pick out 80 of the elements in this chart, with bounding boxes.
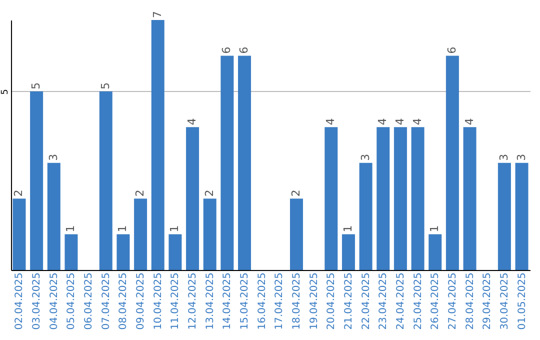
data-label: 2 — [289, 190, 302, 197]
x-tick-label: 23.04.2025 — [378, 272, 390, 330]
data-label: 2 — [202, 190, 216, 197]
x-tick-label: 04.04.2025 — [48, 272, 60, 330]
bar — [411, 127, 424, 270]
bar — [186, 127, 200, 270]
bar — [394, 127, 407, 270]
bar — [12, 198, 26, 270]
bar — [238, 56, 252, 270]
data-label: 4 — [324, 118, 338, 126]
x-tick-label: 19.04.2025 — [308, 272, 320, 330]
data-label: 2 — [134, 190, 147, 197]
x-tick-label: 03.04.2025 — [32, 272, 43, 330]
data-label: 1 — [341, 225, 354, 232]
data-label: 6 — [238, 46, 251, 54]
bar — [220, 56, 234, 270]
x-tick-label: 12.04.2025 — [188, 272, 199, 330]
bar — [47, 162, 60, 270]
x-tick-label: 18.04.2025 — [291, 272, 302, 330]
bar — [342, 234, 355, 270]
bar — [446, 56, 459, 270]
x-tick-label: 11.04.2025 — [170, 272, 182, 330]
x-tick-label: 22.04.2025 — [360, 272, 372, 330]
data-label: 1 — [428, 225, 442, 232]
bar — [428, 234, 442, 270]
x-tick-label: 09.04.2025 — [136, 272, 147, 330]
x-tick-label: 08.04.2025 — [118, 272, 130, 330]
data-label: 3 — [46, 154, 60, 161]
data-label: 3 — [497, 154, 510, 161]
bar — [116, 234, 130, 270]
data-label: 5 — [98, 82, 112, 90]
data-label: 4 — [393, 118, 406, 126]
x-tick-label: 25.04.2025 — [412, 272, 424, 330]
bar — [151, 20, 164, 270]
data-label: 1 — [168, 225, 182, 232]
x-tick-label: 01.05.2025 — [516, 272, 528, 330]
x-tick-label: 29.04.2025 — [482, 272, 494, 330]
data-label: 1 — [116, 225, 130, 232]
x-tick-label: 13.04.2025 — [204, 272, 216, 330]
data-label: 4 — [376, 118, 390, 126]
bar — [324, 127, 338, 270]
data-label: 1 — [64, 225, 78, 232]
x-tick-label: 14.04.2025 — [222, 272, 234, 330]
bar — [64, 234, 78, 270]
bar — [290, 198, 303, 270]
x-tick-label: 10.04.2025 — [152, 272, 164, 330]
data-label: 3 — [514, 154, 528, 161]
bar — [515, 162, 528, 270]
data-label: 3 — [358, 154, 372, 161]
bar — [168, 234, 182, 270]
data-label: 7 — [150, 11, 164, 18]
bar — [99, 91, 112, 270]
bar — [376, 127, 390, 270]
bar — [203, 198, 216, 270]
x-tick-label: 26.04.2025 — [430, 272, 442, 330]
x-tick-label: 02.04.2025 — [14, 272, 26, 330]
x-tick-label: 28.04.2025 — [464, 272, 476, 330]
x-tick-label: 30.04.2025 — [499, 272, 510, 330]
bar — [463, 127, 476, 270]
x-tick-label: 06.04.2025 — [84, 272, 95, 330]
x-tick-label: 05.04.2025 — [66, 272, 78, 330]
bar — [134, 198, 148, 270]
x-tick-label: 24.04.2025 — [395, 272, 406, 330]
bar — [498, 162, 511, 270]
bar — [359, 162, 372, 270]
x-tick-label: 21.04.2025 — [343, 272, 354, 330]
data-label: 4 — [410, 118, 424, 126]
data-label: 6 — [445, 46, 458, 54]
x-tick-label: 17.04.2025 — [274, 272, 286, 330]
bar — [30, 91, 44, 270]
x-tick-label: 20.04.2025 — [326, 272, 338, 330]
x-tick-label: 15.04.2025 — [240, 272, 251, 330]
data-label: 4 — [462, 118, 476, 126]
x-tick-label: 27.04.2025 — [447, 272, 458, 330]
data-label: 2 — [12, 190, 26, 197]
x-tick-label: 16.04.2025 — [256, 272, 268, 330]
data-label: 4 — [186, 118, 199, 126]
data-label: 6 — [220, 46, 234, 54]
x-tick-label: 07.04.2025 — [100, 272, 112, 330]
data-label: 5 — [30, 82, 43, 90]
